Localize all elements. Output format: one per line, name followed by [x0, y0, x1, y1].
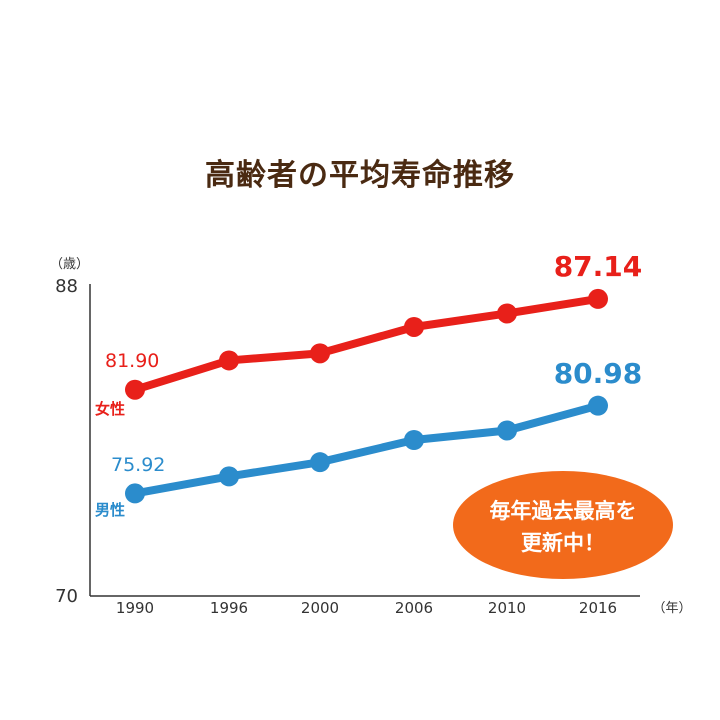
x-tick-label: 2000 — [301, 599, 339, 617]
series-layer — [125, 288, 608, 504]
end-value-label: 87.14 — [554, 250, 643, 283]
data-point — [310, 343, 330, 364]
axes: （歳） 88 70 1990 1996 2000 2006 2010 2016 （年） — [50, 257, 692, 617]
series-line — [131, 294, 602, 394]
x-tick-label: 1996 — [210, 599, 248, 617]
end-value-label: 80.98 — [554, 357, 643, 390]
start-value-label: 81.90 — [105, 350, 159, 372]
data-point — [404, 430, 424, 450]
data-point — [125, 483, 145, 504]
start-value-label: 75.92 — [111, 454, 165, 476]
annotation-line: 更新中！ — [521, 531, 605, 555]
y-axis-unit: （歳） — [50, 257, 89, 272]
labels-layer: 81.90 女性 87.14 75.92 男性 80.98 — [95, 250, 642, 519]
x-tick-label: 2010 — [488, 599, 526, 617]
annotation-badge-shape — [453, 471, 673, 579]
series-line — [131, 401, 602, 498]
data-point — [588, 395, 608, 416]
annotation-line: 毎年過去最高を — [490, 499, 637, 523]
data-point — [125, 379, 145, 400]
data-point — [219, 350, 239, 371]
data-point — [404, 316, 424, 337]
chart-title: 高齢者の平均寿命推移 — [205, 158, 515, 193]
data-point — [497, 303, 517, 324]
series-name-label: 女性 — [95, 400, 125, 418]
x-axis-unit: （年） — [652, 601, 691, 616]
data-point — [588, 288, 608, 309]
series-name-label: 男性 — [95, 501, 125, 519]
x-tick-label: 2016 — [579, 599, 617, 617]
x-tick-label: 1990 — [116, 599, 154, 617]
y-tick-label: 88 — [55, 276, 78, 297]
x-tick-label: 2006 — [395, 599, 433, 617]
data-point — [310, 452, 330, 473]
data-point — [219, 466, 239, 487]
y-tick-label: 70 — [55, 586, 78, 607]
data-point — [497, 420, 517, 441]
